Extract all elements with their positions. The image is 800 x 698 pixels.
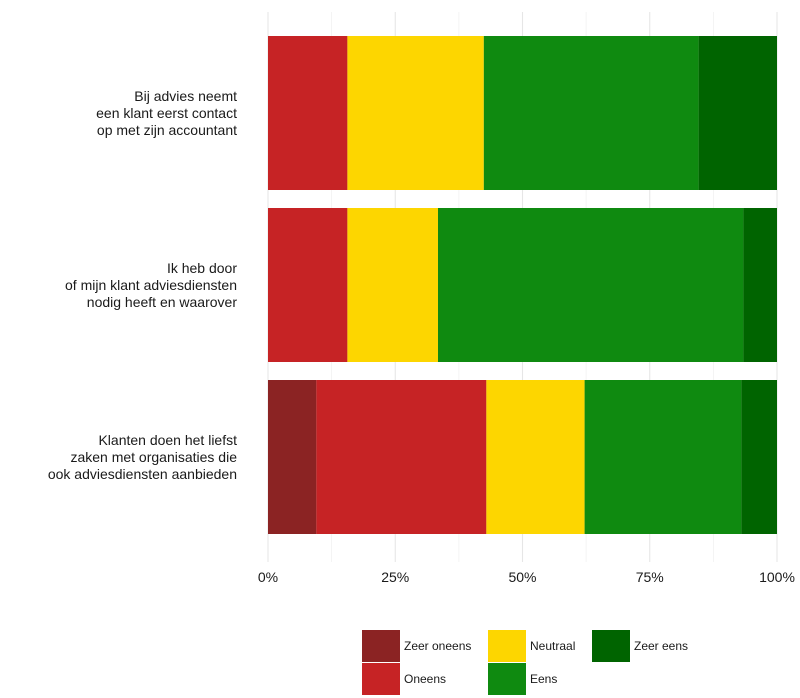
x-tick-label: 25% <box>381 569 409 585</box>
bar-segment <box>698 36 777 190</box>
x-tick-label: 0% <box>258 569 278 585</box>
bar-segment <box>268 380 317 534</box>
bar-segment <box>316 380 487 534</box>
legend-swatch <box>488 663 526 695</box>
category-label: nodig heeft en waarover <box>87 294 238 310</box>
legend-swatch <box>362 630 400 662</box>
bar-segment <box>347 36 484 190</box>
bar-segment <box>347 208 439 362</box>
legend-label: Eens <box>530 672 557 686</box>
x-tick-label: 100% <box>759 569 795 585</box>
bar-segment <box>486 380 585 534</box>
legend-swatch <box>592 630 630 662</box>
x-tick-label: 50% <box>508 569 536 585</box>
legend: Zeer oneens Neutraal Zeer eens Oneens Eens <box>362 630 688 695</box>
category-label: Klanten doen het liefst <box>98 432 237 448</box>
legend-label: Neutraal <box>530 639 575 653</box>
category-label: zaken met organisaties die <box>70 449 237 465</box>
legend-swatch <box>488 630 526 662</box>
bar-segment <box>438 208 744 362</box>
x-tick-label: 75% <box>636 569 664 585</box>
bar-segment <box>584 380 742 534</box>
bar-segment <box>268 208 348 362</box>
bar-segment <box>743 208 777 362</box>
category-label: Ik heb door <box>167 260 237 276</box>
x-axis-tick-labels: 0% 25% 50% 75% 100% <box>258 569 795 585</box>
category-label: of mijn klant adviesdiensten <box>65 277 237 293</box>
legend-swatch <box>362 663 400 695</box>
bar-segment <box>741 380 777 534</box>
bar-segment <box>483 36 699 190</box>
bar-segment <box>268 36 348 190</box>
category-label: Bij advies neemt <box>134 88 237 104</box>
category-label: op met zijn accountant <box>97 122 237 138</box>
legend-label: Zeer eens <box>634 639 688 653</box>
category-label: ook adviesdiensten aanbieden <box>48 466 237 482</box>
legend-label: Oneens <box>404 672 446 686</box>
bars <box>268 36 777 534</box>
category-label: een klant eerst contact <box>96 105 237 121</box>
legend-label: Zeer oneens <box>404 639 471 653</box>
